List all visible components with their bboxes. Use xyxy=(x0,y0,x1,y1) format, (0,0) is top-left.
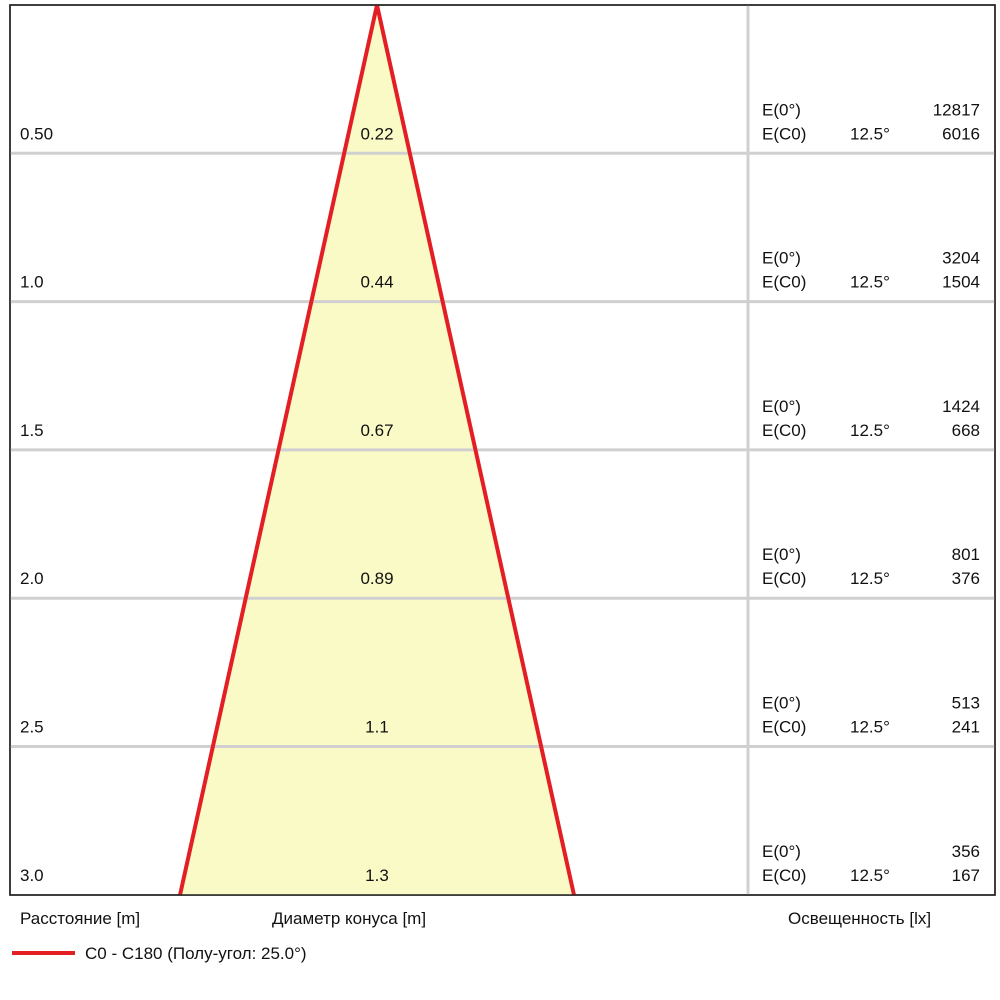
ec0-value: 376 xyxy=(952,569,980,588)
ec0-label: E(C0) xyxy=(762,421,806,440)
ec0-label: E(C0) xyxy=(762,124,806,143)
diameter: 0.44 xyxy=(360,273,393,292)
e0-label: E(0°) xyxy=(762,694,801,713)
ec0-value: 668 xyxy=(952,421,980,440)
ec0-label: E(C0) xyxy=(762,273,806,292)
diameter: 0.89 xyxy=(360,569,393,588)
diameter: 1.3 xyxy=(365,866,389,885)
ec0-label: E(C0) xyxy=(762,569,806,588)
angle: 12.5° xyxy=(850,273,890,292)
e0-label: E(0°) xyxy=(762,249,801,268)
e0-value: 12817 xyxy=(933,100,980,119)
illuminance-label: Освещенность [lx] xyxy=(788,909,931,928)
e0-label: E(0°) xyxy=(762,545,801,564)
distance: 0.50 xyxy=(20,124,53,143)
e0-label: E(0°) xyxy=(762,100,801,119)
e0-value: 513 xyxy=(952,694,980,713)
legend-label: C0 - C180 (Полу-угол: 25.0°) xyxy=(85,944,307,963)
angle: 12.5° xyxy=(850,124,890,143)
distance: 2.0 xyxy=(20,569,44,588)
diameter: 0.67 xyxy=(360,421,393,440)
ec0-label: E(C0) xyxy=(762,866,806,885)
ec0-value: 167 xyxy=(952,866,980,885)
ec0-value: 1504 xyxy=(942,273,980,292)
angle: 12.5° xyxy=(850,421,890,440)
diameter: 0.22 xyxy=(360,124,393,143)
angle: 12.5° xyxy=(850,569,890,588)
distance: 3.0 xyxy=(20,866,44,885)
frame-border xyxy=(9,4,996,896)
distance: 1.5 xyxy=(20,421,44,440)
ec0-label: E(C0) xyxy=(762,718,806,737)
e0-value: 3204 xyxy=(942,249,980,268)
e0-label: E(0°) xyxy=(762,397,801,416)
e0-value: 356 xyxy=(952,842,980,861)
ec0-value: 241 xyxy=(952,718,980,737)
diameter-label: Диаметр конуса [m] xyxy=(272,909,426,928)
ec0-value: 6016 xyxy=(942,124,980,143)
e0-label: E(0°) xyxy=(762,842,801,861)
distance: 2.5 xyxy=(20,718,44,737)
diameter: 1.1 xyxy=(365,718,389,737)
distance-label: Расстояние [m] xyxy=(20,909,140,928)
e0-value: 1424 xyxy=(942,397,980,416)
e0-value: 801 xyxy=(952,545,980,564)
distance: 1.0 xyxy=(20,273,44,292)
angle: 12.5° xyxy=(850,718,890,737)
angle: 12.5° xyxy=(850,866,890,885)
